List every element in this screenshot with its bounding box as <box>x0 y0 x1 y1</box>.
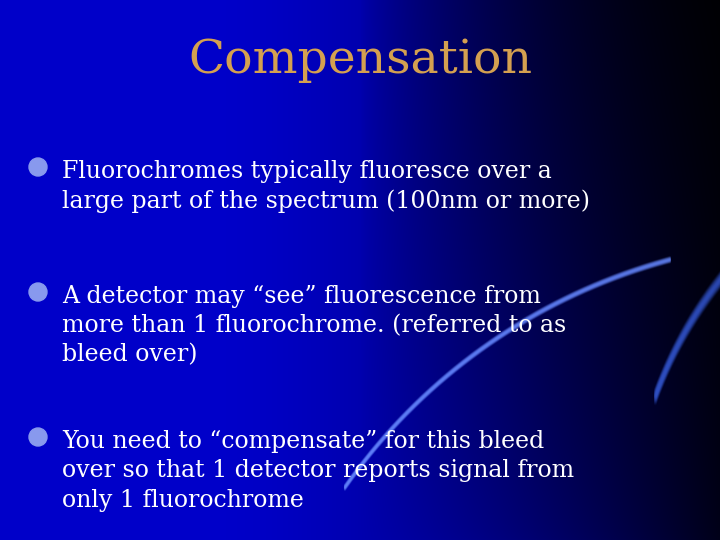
Text: A detector may “see” fluorescence from
more than 1 fluorochrome. (referred to as: A detector may “see” fluorescence from m… <box>62 285 566 367</box>
Text: Compensation: Compensation <box>188 37 532 83</box>
Text: Fluorochromes typically fluoresce over a
large part of the spectrum (100nm or mo: Fluorochromes typically fluoresce over a… <box>62 160 590 213</box>
Circle shape <box>29 428 47 446</box>
Circle shape <box>29 283 47 301</box>
Text: You need to “compensate” for this bleed
over so that 1 detector reports signal f: You need to “compensate” for this bleed … <box>62 430 574 511</box>
Circle shape <box>29 158 47 176</box>
